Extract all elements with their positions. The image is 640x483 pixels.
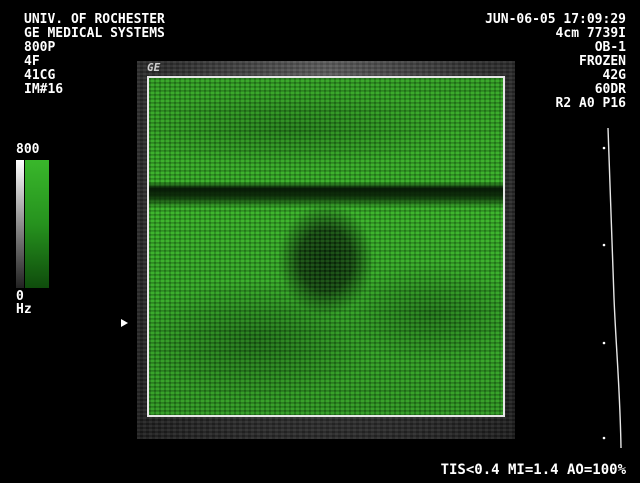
gain-label: 42G [602,68,626,83]
depth-label: 4cm 7739I [555,26,626,41]
colorbar-gray-scale [16,160,24,288]
depth-tick [602,436,606,440]
colorbar-min-label: 0 [16,289,24,304]
probe-frequency-label: 800P [24,40,56,55]
frozen-status-label: FROZEN [579,54,626,69]
dynamic-range-label: 60DR [594,82,626,97]
institution-label: UNIV. OF ROCHESTER [24,12,165,27]
depth-tick [602,146,606,150]
depth-tick [602,341,606,345]
manufacturer-label: GE MEDICAL SYSTEMS [24,26,165,41]
colorbar-green-scale [25,160,49,288]
colorbar-max-label: 800 [16,142,40,157]
focus-label: 4F [24,54,40,69]
doppler-dark-band [149,182,503,208]
acoustic-indices-label: TIS<0.4 MI=1.4 AO=100% [440,462,626,478]
depth-tick [602,243,606,247]
preset-label: OB-1 [594,40,626,55]
doppler-color-box[interactable] [147,76,505,417]
image-number-label: IM#16 [24,82,64,97]
ge-logo: GE [147,61,161,74]
color-gain-label: 41CG [24,68,56,83]
acquisition-params-label: R2 A0 P16 [555,96,626,111]
focus-marker-icon [121,319,128,327]
colorbar-unit-label: Hz [16,302,32,317]
datetime-label: JUN-06-05 17:09:29 [485,12,626,27]
tgc-curve [602,128,622,448]
